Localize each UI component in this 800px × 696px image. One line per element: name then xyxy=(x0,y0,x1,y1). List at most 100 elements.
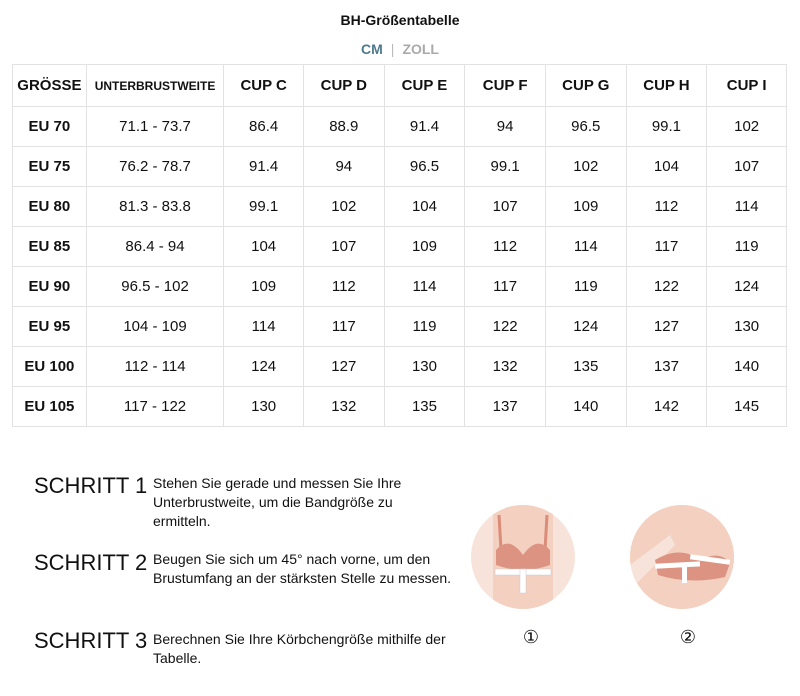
column-header: CUP D xyxy=(302,64,385,107)
value-cell: 104 xyxy=(383,186,466,227)
size-cell: EU 80 xyxy=(12,186,87,227)
step-3-text: Berechnen Sie Ihre Körbchengröße mithilf… xyxy=(153,631,446,666)
underbust-measure-illustration xyxy=(471,505,575,609)
value-cell: 96.5 xyxy=(544,106,627,147)
size-cell: EU 85 xyxy=(12,226,87,267)
value-cell: 119 xyxy=(383,306,466,347)
table-row: EU 100 112 - 114 124 127 130 132 135 137 140 xyxy=(12,346,787,387)
value-cell: 132 xyxy=(302,386,385,427)
unit-toggle: CM | ZOLL xyxy=(0,41,800,57)
value-cell: 135 xyxy=(383,386,466,427)
value-cell: 124 xyxy=(544,306,627,347)
step-1-label: SCHRITT 1 xyxy=(34,473,148,498)
value-cell: 104 - 109 xyxy=(85,306,225,347)
value-cell: 135 xyxy=(544,346,627,387)
illustration-number-2: ② xyxy=(679,627,697,647)
size-cell: EU 90 xyxy=(12,266,87,307)
value-cell: 132 xyxy=(464,346,546,387)
table-row: EU 105 117 - 122 130 132 135 137 140 142 145 xyxy=(12,386,787,427)
value-cell: 86.4 xyxy=(223,106,304,147)
column-header: CUP F xyxy=(464,64,546,107)
value-cell: 124 xyxy=(223,346,304,387)
value-cell: 114 xyxy=(544,226,627,267)
value-cell: 119 xyxy=(544,266,627,307)
value-cell: 104 xyxy=(223,226,304,267)
size-cell: EU 100 xyxy=(12,346,87,387)
size-cell: EU 75 xyxy=(12,146,87,187)
step-1-text: Stehen Sie gerade und messen Sie Ihre Un… xyxy=(153,475,402,529)
table-row: EU 75 76.2 - 78.7 91.4 94 96.5 99.1 102 104 107 xyxy=(12,146,787,187)
value-cell: 91.4 xyxy=(223,146,304,187)
value-cell: 114 xyxy=(223,306,304,347)
value-cell: 109 xyxy=(544,186,627,227)
value-cell: 99.1 xyxy=(625,106,708,147)
value-cell: 130 xyxy=(706,306,787,347)
value-cell: 137 xyxy=(464,386,546,427)
step-2-label: SCHRITT 2 xyxy=(34,550,148,575)
value-cell: 122 xyxy=(625,266,708,307)
value-cell: 114 xyxy=(383,266,466,307)
table-row: EU 95 104 - 109 114 117 119 122 124 127 130 xyxy=(12,306,787,347)
column-header: UNTERBRUSTWEITE xyxy=(85,64,225,107)
value-cell: 76.2 - 78.7 xyxy=(85,146,225,187)
size-table: GRÖSSE UNTERBRUSTWEITE CUP C CUP D CUP E CUP … xyxy=(12,64,787,427)
unit-cm-tab[interactable]: CM xyxy=(361,41,383,57)
table-row: EU 80 81.3 - 83.8 99.1 102 104 107 109 112 114 xyxy=(12,186,787,227)
value-cell: 102 xyxy=(544,146,627,187)
value-cell: 117 - 122 xyxy=(85,386,225,427)
value-cell: 86.4 - 94 xyxy=(85,226,225,267)
column-header: CUP H xyxy=(625,64,708,107)
value-cell: 112 - 114 xyxy=(85,346,225,387)
value-cell: 81.3 - 83.8 xyxy=(85,186,225,227)
unit-separator: | xyxy=(390,41,395,57)
column-header: CUP G xyxy=(544,64,627,107)
table-row: EU 70 71.1 - 73.7 86.4 88.9 91.4 94 96.5 99.1 10… xyxy=(12,106,787,147)
value-cell: 99.1 xyxy=(223,186,304,227)
step-2-text: Beugen Sie sich um 45° nach vorne, um de… xyxy=(153,551,452,586)
value-cell: 130 xyxy=(383,346,466,387)
column-header: CUP I xyxy=(706,64,787,107)
illustration-number-1: ① xyxy=(522,627,540,647)
value-cell: 91.4 xyxy=(383,106,466,147)
value-cell: 96.5 - 102 xyxy=(85,266,225,307)
size-cell: EU 95 xyxy=(12,306,87,347)
value-cell: 112 xyxy=(625,186,708,227)
value-cell: 124 xyxy=(706,266,787,307)
value-cell: 145 xyxy=(706,386,787,427)
value-cell: 107 xyxy=(302,226,385,267)
value-cell: 107 xyxy=(706,146,787,187)
value-cell: 140 xyxy=(706,346,787,387)
value-cell: 127 xyxy=(302,346,385,387)
value-cell: 109 xyxy=(383,226,466,267)
value-cell: 122 xyxy=(464,306,546,347)
value-cell: 130 xyxy=(223,386,304,427)
column-header: GRÖSSE xyxy=(12,64,87,107)
value-cell: 112 xyxy=(464,226,546,267)
value-cell: 117 xyxy=(464,266,546,307)
step-3-label: SCHRITT 3 xyxy=(34,628,148,653)
value-cell: 127 xyxy=(625,306,708,347)
page-title: BH-Größentabelle xyxy=(340,12,460,28)
table-row: EU 90 96.5 - 102 109 112 114 117 119 122 124 xyxy=(12,266,787,307)
column-header: CUP E xyxy=(383,64,466,107)
value-cell: 104 xyxy=(625,146,708,187)
value-cell: 102 xyxy=(706,106,787,147)
unit-zoll-tab[interactable]: ZOLL xyxy=(402,41,439,57)
value-cell: 71.1 - 73.7 xyxy=(85,106,225,147)
table-row: EU 85 86.4 - 94 104 107 109 112 114 117 119 xyxy=(12,226,787,267)
value-cell: 96.5 xyxy=(383,146,466,187)
value-cell: 107 xyxy=(464,186,546,227)
value-cell: 94 xyxy=(464,106,546,147)
value-cell: 102 xyxy=(302,186,385,227)
value-cell: 112 xyxy=(302,266,385,307)
column-header: CUP C xyxy=(223,64,304,107)
value-cell: 142 xyxy=(625,386,708,427)
value-cell: 140 xyxy=(544,386,627,427)
value-cell: 94 xyxy=(302,146,385,187)
value-cell: 117 xyxy=(625,226,708,267)
value-cell: 114 xyxy=(706,186,787,227)
size-cell: EU 70 xyxy=(12,106,87,147)
value-cell: 137 xyxy=(625,346,708,387)
size-cell: EU 105 xyxy=(12,386,87,427)
bust-measure-illustration xyxy=(630,505,734,609)
